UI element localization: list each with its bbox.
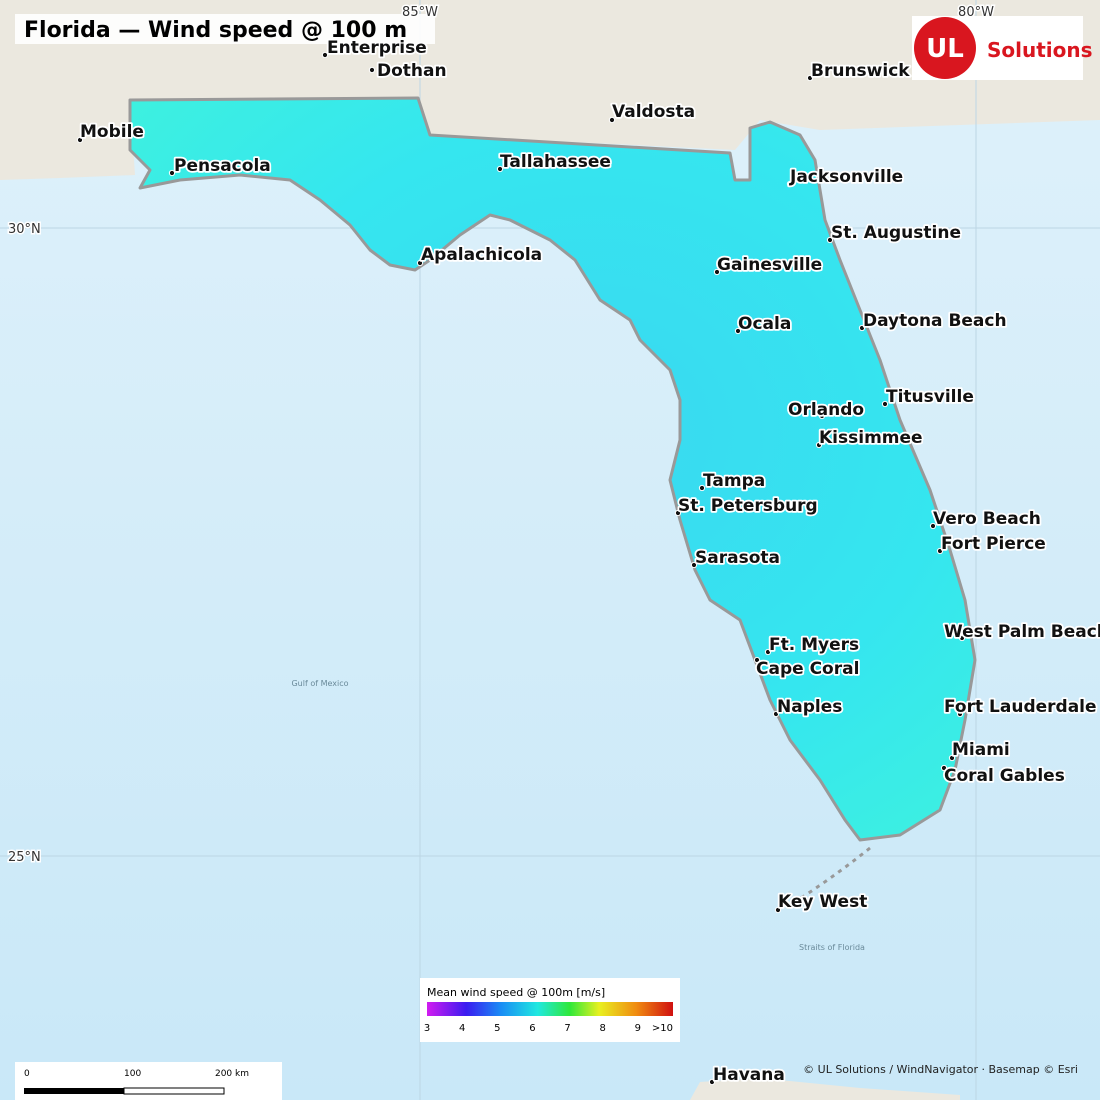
city-dot [753, 656, 761, 664]
city-dot [76, 136, 84, 144]
latitude-label: 25°N [8, 850, 41, 865]
city-label: Enterprise [327, 38, 427, 58]
city-label: Pensacola [174, 156, 271, 176]
legend-tick-label: >10 [652, 1023, 673, 1034]
title-box [15, 14, 435, 44]
city-dot [858, 324, 866, 332]
city-dot [416, 259, 424, 267]
city-dot [608, 116, 616, 124]
city-dot [958, 634, 966, 642]
city-label: Daytona Beach [863, 311, 1007, 331]
city-label: Tampa [703, 471, 765, 491]
city-label: Titusville [886, 387, 974, 407]
city-dot [929, 522, 937, 530]
attribution: © UL Solutions / WindNavigator · Basemap… [803, 1063, 1078, 1076]
basemap-land [0, 0, 1100, 180]
city-dot [708, 1078, 716, 1086]
city-label: Orlando [788, 400, 864, 420]
city-label: Brunswick [811, 61, 910, 81]
city-dot [786, 180, 794, 188]
city-label: Coral Gables [944, 766, 1065, 786]
legend-ramp [427, 1002, 673, 1016]
city-dot [674, 509, 682, 517]
city-dot [698, 484, 706, 492]
city-dot [734, 327, 742, 335]
city-dot [168, 169, 176, 177]
city-dot [713, 268, 721, 276]
water-label: Straits of Florida [799, 943, 865, 952]
city-dot [764, 648, 772, 656]
city-label: Valdosta [612, 102, 695, 122]
city-label: Gainesville [717, 255, 822, 275]
city-dot [496, 165, 504, 173]
city-dot [690, 561, 698, 569]
city-label: Ocala [738, 314, 791, 334]
legend-tick-label: 7 [564, 1023, 570, 1034]
city-label: Jacksonville [789, 167, 903, 187]
city-label: Mobile [80, 122, 144, 142]
city-dot [940, 764, 948, 772]
city-label: Sarasota [695, 548, 780, 568]
florida-wind-field [128, 96, 977, 842]
city-dot [881, 400, 889, 408]
city-label: Dothan [377, 61, 447, 81]
city-dot [772, 710, 780, 718]
legend-tick-label: 4 [459, 1023, 465, 1034]
city-label: St. Petersburg [678, 496, 818, 516]
city-dot [826, 236, 834, 244]
scale-label: 100 [124, 1069, 141, 1079]
city-label: Kissimmee [819, 428, 923, 448]
cuba [690, 1078, 960, 1100]
legend-tick-label: 5 [494, 1023, 500, 1034]
city-label: St. Augustine [831, 223, 961, 243]
city-label: Cape Coral [756, 659, 859, 679]
city-label: Key West [778, 892, 867, 912]
city-label: Apalachicola [421, 245, 542, 265]
city-label: Fort Pierce [941, 534, 1046, 554]
city-dot [818, 412, 826, 420]
florida-keys [789, 846, 871, 907]
city-label: West Palm Beach [944, 622, 1100, 642]
water-label: Gulf of Mexico [291, 679, 348, 688]
logo-mark-text: UL [926, 34, 964, 64]
legend-tick-label: 6 [529, 1023, 535, 1034]
legend-tick-label: 3 [424, 1023, 430, 1034]
city-dot [936, 547, 944, 555]
legend-tick-label: 9 [635, 1023, 641, 1034]
city-label: Ft. Myers [769, 635, 859, 655]
city-dot [368, 66, 376, 74]
logo-text: Solutions [987, 38, 1093, 62]
city-dot [948, 754, 956, 762]
city-dot [815, 441, 823, 449]
legend-title: Mean wind speed @ 100m [m/s] [427, 986, 605, 999]
city-label: Fort Lauderdale [944, 697, 1097, 717]
map-title: Florida — Wind speed @ 100 m [24, 18, 407, 43]
city-label: Miami [952, 740, 1010, 760]
latitude-label: 30°N [8, 222, 41, 237]
legend-tick-label: 8 [600, 1023, 606, 1034]
city-dot [774, 906, 782, 914]
scale-label: 0 [24, 1069, 30, 1079]
scale-segment [24, 1088, 124, 1094]
city-dot [321, 51, 329, 59]
city-label: Naples [777, 697, 842, 717]
city-dot [806, 74, 814, 82]
city-label: Tallahassee [500, 152, 611, 172]
logo-mark [914, 17, 976, 79]
city-label: Vero Beach [933, 509, 1041, 529]
city-label: Havana [713, 1065, 785, 1085]
city-dot [956, 710, 964, 718]
scale-label: 200 km [215, 1069, 249, 1079]
longitude-label: 85°W [402, 5, 438, 20]
scale-segment [123, 1087, 225, 1095]
longitude-label: 80°W [958, 5, 994, 20]
